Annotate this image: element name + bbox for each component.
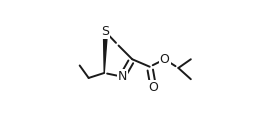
Text: O: O <box>160 53 170 66</box>
Text: S: S <box>101 25 109 38</box>
Text: O: O <box>149 81 158 94</box>
Polygon shape <box>103 32 107 73</box>
Text: N: N <box>118 70 127 83</box>
